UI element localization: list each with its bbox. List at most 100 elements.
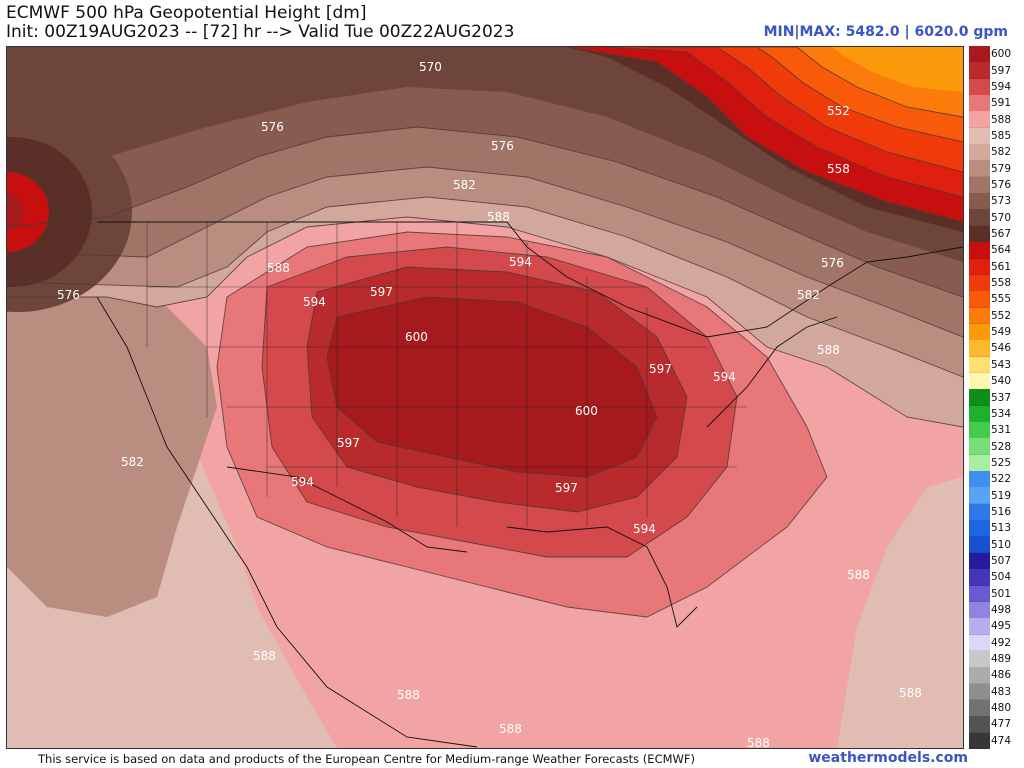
contour-label: 576	[261, 120, 284, 134]
contour-label: 600	[575, 404, 598, 418]
color-scale-swatch	[969, 340, 990, 358]
pacific-low-564	[7, 172, 49, 252]
contour-label: 597	[337, 436, 360, 450]
country-borders	[96, 221, 963, 748]
init-valid-line: Init: 00Z19AUG2023 -- [72] hr --> Valid …	[6, 22, 515, 42]
color-scale-swatch	[969, 274, 990, 292]
color-scale-swatch	[969, 699, 990, 717]
contour-label: 588	[499, 722, 522, 736]
color-scale-label: 564	[991, 244, 1012, 257]
color-scale-label: 567	[991, 228, 1012, 240]
color-scale-label: 534	[991, 407, 1012, 420]
color-scale-legend: 600 597 594 591 588 585 582 579 576 573 570 567 564 5…	[969, 46, 1021, 750]
color-scale-label: 597	[991, 64, 1012, 77]
contour-label: 588	[267, 261, 290, 275]
contour-label: 597	[555, 481, 578, 495]
color-scale-swatch	[969, 716, 990, 734]
color-scale-label: 585	[991, 129, 1012, 142]
color-scale-swatch	[969, 225, 990, 243]
color-scale-label: 516	[991, 505, 1012, 518]
height-map: 570 576 576 582 588 552 558 576 582 588 …	[7, 47, 963, 748]
color-scale-swatch	[969, 618, 990, 636]
contour-label: 594	[291, 475, 314, 489]
ridge-600	[327, 297, 657, 477]
color-scale-label: 552	[991, 309, 1012, 322]
trough-549	[752, 47, 963, 92]
map-panel: 570 576 576 582 588 552 558 576 582 588 …	[6, 46, 964, 749]
color-scale-swatch	[969, 323, 990, 341]
contour-label: 588	[817, 343, 840, 357]
color-scale-label: 498	[991, 604, 1012, 617]
color-scale-swatch	[969, 422, 990, 439]
color-scale-label: 558	[991, 277, 1012, 290]
data-attribution: This service is based on data and produc…	[38, 752, 695, 766]
color-scale-swatch	[969, 78, 990, 96]
color-scale-label: 474	[991, 734, 1012, 747]
color-scale-swatch	[969, 667, 990, 685]
contour-label: 570	[419, 60, 442, 74]
color-scale-swatch	[969, 650, 990, 668]
contour-label: 597	[370, 285, 393, 299]
color-scale-swatch	[969, 634, 990, 652]
color-scale-label: 522	[991, 473, 1012, 486]
contour-label: 576	[491, 139, 514, 153]
contour-label: 576	[821, 256, 844, 270]
contour-label: 582	[121, 455, 144, 469]
color-scale-label: 480	[991, 702, 1012, 715]
color-scale-label: 540	[991, 375, 1012, 388]
color-scale-label: 531	[991, 424, 1012, 437]
color-scale-swatch	[969, 601, 990, 619]
contour-label: 600	[405, 330, 428, 344]
contour-label: 594	[303, 295, 326, 309]
min-max-readout: MIN|MAX: 5482.0 | 6020.0 gpm	[763, 24, 1008, 40]
color-scale-label: 600	[991, 48, 1012, 61]
color-scale-label: 483	[991, 685, 1012, 698]
field-582-west	[7, 287, 217, 617]
color-scale-label: 570	[991, 211, 1012, 224]
color-scale-label: 486	[991, 669, 1012, 682]
color-scale-swatch	[969, 62, 990, 80]
contour-label: 582	[797, 288, 820, 302]
color-scale-swatch	[969, 111, 990, 129]
color-scale-label: 519	[991, 489, 1012, 502]
color-scale-swatch	[969, 160, 990, 178]
color-scale-swatch	[969, 193, 990, 210]
contour-label: 582	[453, 178, 476, 192]
contour-label: 588	[747, 736, 770, 748]
color-scale-label: 579	[991, 162, 1012, 175]
color-scale-label: 576	[991, 178, 1012, 191]
color-scale-swatch	[969, 356, 990, 374]
color-scale-swatch	[969, 176, 990, 194]
color-scale-swatch	[969, 585, 990, 603]
color-scale-label: 582	[991, 146, 1012, 159]
color-scale-swatch	[969, 242, 990, 260]
color-scale-swatch	[969, 307, 990, 325]
contour-lines	[7, 47, 963, 618]
color-scale-label: 591	[991, 97, 1012, 110]
color-scale-label: 507	[991, 554, 1012, 567]
color-scale-label: 549	[991, 326, 1012, 339]
pacific-low-core	[7, 192, 24, 232]
color-scale-label: 510	[991, 538, 1012, 551]
footer: This service is based on data and produc…	[0, 750, 1024, 768]
contour-label: 594	[713, 370, 736, 384]
contour-label: 594	[509, 255, 532, 269]
color-scale-label: 489	[991, 653, 1012, 666]
contour-label: 588	[899, 686, 922, 700]
color-scale-swatch	[969, 536, 990, 554]
site-link[interactable]: weathermodels.com	[808, 750, 968, 766]
color-scale-label: 525	[991, 456, 1012, 469]
contour-label: 558	[827, 162, 850, 176]
color-scale-label: 513	[991, 522, 1012, 535]
color-scale-label: 594	[991, 80, 1012, 93]
color-scale-swatch	[969, 405, 990, 423]
color-scale-label: 588	[991, 113, 1012, 126]
contour-labels: 570 576 576 582 588 552 558 576 582 588 …	[57, 60, 922, 748]
color-scale-label: 477	[991, 718, 1012, 731]
contour-label: 552	[827, 104, 850, 118]
color-scale-label: 546	[991, 342, 1012, 355]
pacific-low-567	[7, 137, 92, 287]
color-scale-swatch	[969, 569, 990, 586]
color-scale-swatch	[969, 487, 990, 505]
color-scale-label: 528	[991, 440, 1012, 453]
